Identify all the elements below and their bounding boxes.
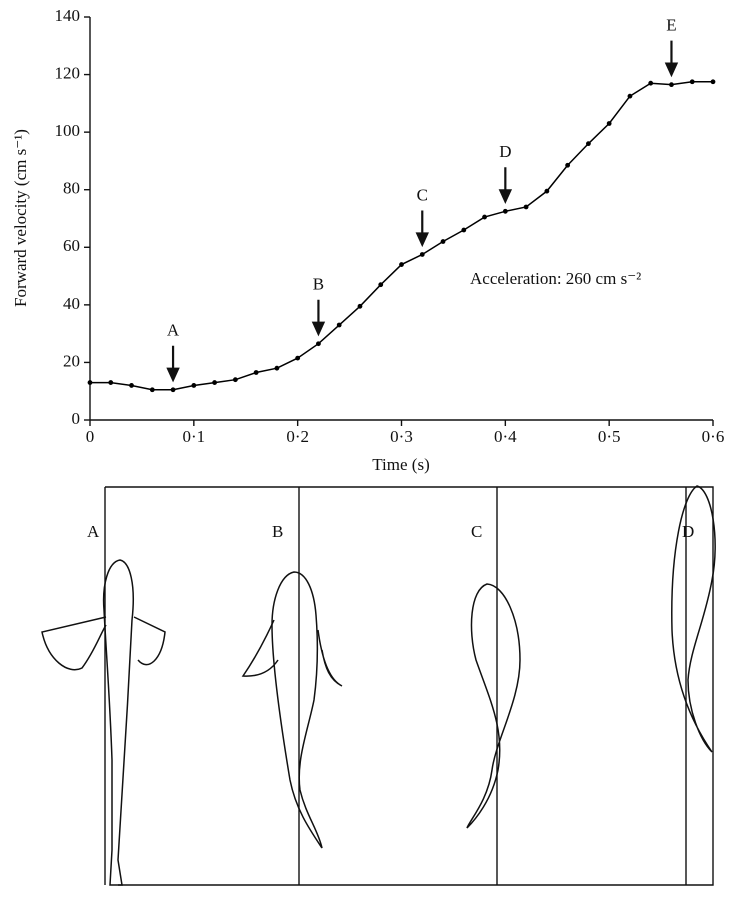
y-tick-label: 60 [63,236,80,255]
arrow [415,210,429,248]
point [669,82,674,88]
point [523,204,529,210]
point [232,377,238,383]
point [399,262,404,267]
y-tick-label: 140 [55,6,81,25]
frame [104,486,714,886]
point [502,208,508,214]
panel-label: A [87,522,100,541]
x-tick-label: 0·4 [494,427,517,446]
panel-label: D [682,522,694,541]
point [565,162,571,168]
x-tick-label: 0·5 [598,427,621,446]
annotation-label: A [167,321,180,340]
point [170,387,176,393]
y-axis-label: Forward velocity (cm s⁻¹) [11,129,30,307]
fish-b [271,571,323,849]
y-tick-label: 80 [63,179,80,198]
fish-a-fins [41,616,166,671]
point [378,282,384,288]
point [336,322,342,328]
point [357,303,363,309]
acceleration-note: Acceleration: 260 cm s⁻² [470,269,641,288]
point [129,383,134,388]
point [648,80,654,86]
point [482,214,487,220]
fish-a [102,559,135,886]
arrow [498,167,513,204]
y-tick-label: 40 [63,294,80,313]
x-tick-label: 0 [86,427,95,446]
x-tick-label: 0·2 [286,427,309,446]
fish-b-fins [241,619,343,687]
y-tick-label: 0 [72,409,81,428]
point [274,365,280,371]
point [627,93,633,99]
point [191,383,197,388]
line [90,81,713,391]
point [253,370,259,375]
arrow [311,299,326,337]
point [316,341,321,347]
point [689,79,695,85]
point [87,380,93,385]
point [544,188,550,194]
annotation-label: B [313,275,324,294]
x-tick-label: 0·1 [182,427,205,446]
point [149,387,155,393]
point [461,227,467,233]
arrow [166,345,180,383]
x-tick-label: 0·3 [390,427,413,446]
y-tick-label: 100 [55,121,81,140]
annotation-label: E [666,16,676,35]
annotation-label: C [417,185,428,204]
y-tick-label: 120 [55,63,81,82]
panel-label: B [272,522,283,541]
y-tick-label: 20 [63,351,80,370]
point [108,380,114,385]
point [212,380,218,385]
point [606,121,612,126]
point [440,239,446,244]
point [710,79,716,85]
fish-d [671,485,716,753]
arrow [664,40,679,78]
fish-diagram: A B C D [41,485,716,886]
annotation-label: D [499,142,511,161]
fish-c [466,583,521,829]
x-axis-label: Time (s) [372,455,429,474]
point [586,141,591,147]
point [419,252,425,257]
point [295,355,301,361]
x-tick-label: 0·6 [702,427,725,446]
panel-label: C [471,522,482,541]
